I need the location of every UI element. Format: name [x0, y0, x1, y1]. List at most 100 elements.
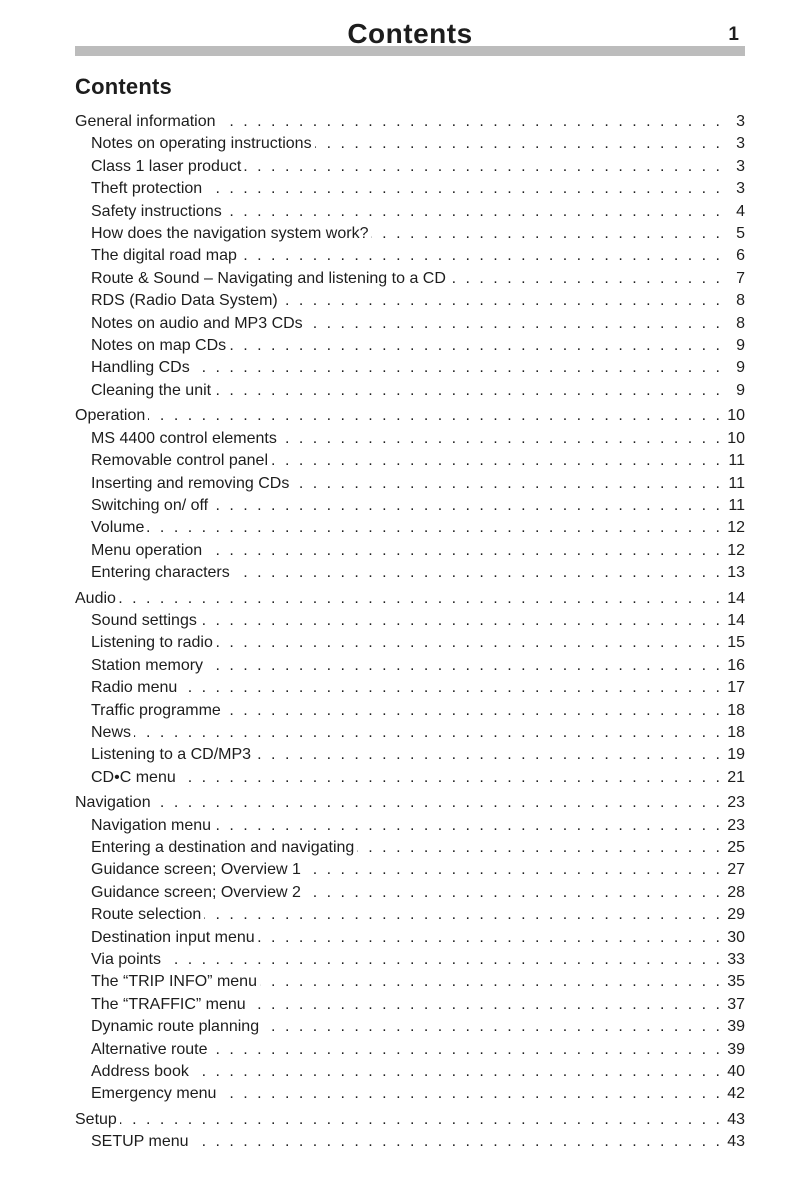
- toc-entry-page: 35: [727, 973, 745, 991]
- toc-leader-dots: . . . . . . . . . . . . . . . . . . . . …: [219, 113, 720, 130]
- page-number: 1: [728, 24, 739, 45]
- toc-entry-page: 12: [727, 519, 745, 537]
- toc-row: Address book . . . . . . . . . . . . . .…: [75, 1061, 745, 1083]
- toc-entry-page: 18: [727, 701, 745, 719]
- toc-entry-page: 5: [736, 225, 745, 243]
- toc-leader-dots: . . . . . . . . . . . . . . . . . . . . …: [148, 407, 720, 425]
- toc-entry-page: 3: [736, 113, 745, 130]
- toc-leader-dots: . . . . . . . . . . . . . . . . . . . . …: [214, 381, 720, 399]
- toc-entry-page: 6: [736, 247, 745, 265]
- toc-row: Class 1 laser product . . . . . . . . . …: [75, 156, 745, 178]
- toc-leader-dots: . . . . . . . . . . . . . . . . . . . . …: [449, 269, 720, 287]
- toc-leader-dots: . . . . . . . . . . . . . . . . . . . . …: [258, 928, 720, 946]
- toc-entry-label: Theft protection: [91, 180, 203, 198]
- toc-entry-label: Safety instructions: [91, 202, 222, 220]
- toc-row: Handling CDs . . . . . . . . . . . . . .…: [75, 357, 745, 379]
- toc-row: Dynamic route planning . . . . . . . . .…: [75, 1016, 745, 1038]
- toc-entry-label: Navigation menu: [91, 816, 212, 834]
- toc-row: General information . . . . . . . . . . …: [75, 111, 745, 133]
- toc-leader-dots: . . . . . . . . . . . . . . . . . . . . …: [304, 883, 720, 901]
- toc-entry-label: The digital road map: [91, 247, 237, 265]
- header-rule-bar: [75, 46, 745, 56]
- toc-entry-page: 13: [727, 564, 745, 582]
- toc-row: Inserting and removing CDs . . . . . . .…: [75, 473, 745, 495]
- toc-row: How does the navigation system work? . .…: [75, 223, 745, 245]
- toc-leader-dots: . . . . . . . . . . . . . . . . . . . . …: [164, 951, 720, 969]
- toc-entry-label: Route & Sound – Navigating and listening…: [91, 269, 446, 287]
- toc-entry-label: Listening to radio: [91, 634, 213, 652]
- toc-row: Sound settings . . . . . . . . . . . . .…: [75, 610, 745, 632]
- toc-entry-label: Traffic programme: [91, 701, 221, 719]
- toc-entry-page: 3: [736, 157, 745, 175]
- toc-row: Guidance screen; Overview 1 . . . . . . …: [75, 859, 745, 881]
- toc-entry-label: Notes on map CDs: [91, 337, 227, 355]
- toc-entry-label: Guidance screen; Overview 1: [91, 861, 301, 879]
- toc-leader-dots: . . . . . . . . . . . . . . . . . . . . …: [306, 314, 720, 332]
- toc-entry-label: Alternative route: [91, 1040, 208, 1058]
- toc-row: Navigation . . . . . . . . . . . . . . .…: [75, 792, 745, 814]
- toc-entry-page: 33: [727, 951, 745, 969]
- toc-row: Removable control panel . . . . . . . . …: [75, 450, 745, 472]
- toc-leader-dots: . . . . . . . . . . . . . . . . . . . . …: [211, 496, 720, 514]
- toc-entry-page: 9: [736, 381, 745, 399]
- toc-entry-page: 43: [727, 1133, 745, 1151]
- toc-entry-label: How does the navigation system work?: [91, 225, 369, 243]
- toc-row: Switching on/ off . . . . . . . . . . . …: [75, 495, 745, 517]
- toc-entry-label: Emergency menu: [91, 1085, 217, 1103]
- toc-entry-page: 16: [727, 656, 745, 674]
- toc-row: Operation . . . . . . . . . . . . . . . …: [75, 405, 745, 427]
- toc-entry-page: 14: [727, 611, 745, 629]
- toc-leader-dots: . . . . . . . . . . . . . . . . . . . . …: [224, 701, 720, 719]
- toc-leader-dots: . . . . . . . . . . . . . . . . . . . . …: [229, 337, 720, 355]
- toc-entry-page: 39: [727, 1018, 745, 1036]
- toc-row: News . . . . . . . . . . . . . . . . . .…: [75, 722, 745, 744]
- toc-entry-label: Switching on/ off: [91, 496, 209, 514]
- toc-row: Audio . . . . . . . . . . . . . . . . . …: [75, 588, 745, 610]
- toc-row: The “TRAFFIC” menu . . . . . . . . . . .…: [75, 994, 745, 1016]
- toc-entry-page: 30: [727, 928, 745, 946]
- toc-leader-dots: . . . . . . . . . . . . . . . . . . . . …: [233, 564, 720, 582]
- toc-leader-dots: . . . . . . . . . . . . . . . . . . . . …: [206, 656, 720, 674]
- toc-leader-dots: . . . . . . . . . . . . . . . . . . . . …: [134, 723, 720, 741]
- toc-row: CD•C menu . . . . . . . . . . . . . . . …: [75, 767, 745, 789]
- toc-row: Listening to a CD/MP3 . . . . . . . . . …: [75, 744, 745, 766]
- toc-row: Notes on map CDs . . . . . . . . . . . .…: [75, 335, 745, 357]
- toc-entry-page: 15: [727, 634, 745, 652]
- toc-row: Radio menu . . . . . . . . . . . . . . .…: [75, 677, 745, 699]
- toc-row: Cleaning the unit . . . . . . . . . . . …: [75, 380, 745, 402]
- toc-entry-label: RDS (Radio Data System): [91, 292, 278, 310]
- toc-row: The “TRIP INFO” menu . . . . . . . . . .…: [75, 971, 745, 993]
- toc-leader-dots: . . . . . . . . . . . . . . . . . . . . …: [205, 180, 720, 198]
- toc-leader-dots: . . . . . . . . . . . . . . . . . . . . …: [225, 202, 720, 220]
- toc-row: Navigation menu . . . . . . . . . . . . …: [75, 815, 745, 837]
- toc-entry-page: 3: [736, 135, 745, 153]
- toc-row: Notes on operating instructions . . . . …: [75, 133, 745, 155]
- toc-entry-label: Sound settings: [91, 611, 197, 629]
- toc-entry-label: Address book: [91, 1063, 189, 1081]
- toc-leader-dots: . . . . . . . . . . . . . . . . . . . . …: [254, 746, 720, 764]
- toc-leader-dots: . . . . . . . . . . . . . . . . . . . . …: [200, 611, 720, 629]
- toc-entry-page: 37: [727, 995, 745, 1013]
- toc-leader-dots: . . . . . . . . . . . . . . . . . . . . …: [179, 768, 720, 786]
- toc-entry-page: 40: [727, 1063, 745, 1081]
- toc-entry-page: 8: [736, 314, 745, 332]
- toc-row: Listening to radio . . . . . . . . . . .…: [75, 632, 745, 654]
- toc-entry-label: Notes on audio and MP3 CDs: [91, 314, 303, 332]
- toc-entry-page: 3: [736, 180, 745, 198]
- toc-entry-label: Navigation: [75, 794, 151, 812]
- toc-row: MS 4400 control elements . . . . . . . .…: [75, 428, 745, 450]
- table-of-contents: General information . . . . . . . . . . …: [75, 111, 745, 1154]
- toc-leader-dots: . . . . . . . . . . . . . . . . . . . . …: [215, 634, 720, 652]
- toc-row: Destination input menu . . . . . . . . .…: [75, 927, 745, 949]
- toc-row: Theft protection . . . . . . . . . . . .…: [75, 178, 745, 200]
- toc-leader-dots: . . . . . . . . . . . . . . . . . . . . …: [371, 225, 720, 243]
- toc-entry-label: Handling CDs: [91, 359, 190, 377]
- toc-row: The digital road map . . . . . . . . . .…: [75, 245, 745, 267]
- toc-row: Safety instructions . . . . . . . . . . …: [75, 201, 745, 223]
- toc-entry-page: 11: [728, 496, 745, 514]
- toc-row: SETUP menu . . . . . . . . . . . . . . .…: [75, 1131, 745, 1153]
- toc-row: Entering characters . . . . . . . . . . …: [75, 562, 745, 584]
- toc-entry-page: 14: [727, 589, 745, 607]
- toc-leader-dots: . . . . . . . . . . . . . . . . . . . . …: [280, 429, 720, 447]
